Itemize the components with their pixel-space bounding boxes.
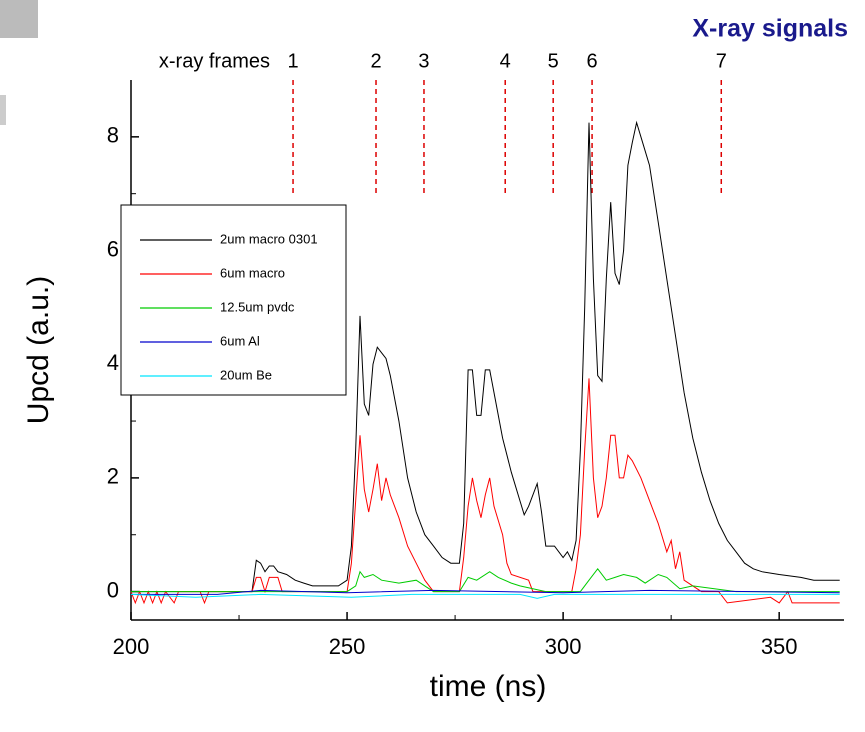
y-tick-label: 8 [107,123,119,148]
legend-label: 12.5um pvdc [220,299,295,314]
y-axis-label: Upcd (a.u.) [22,276,55,424]
series-line [131,567,840,593]
frame-label: 7 [716,50,727,72]
frame-label: 6 [587,50,598,72]
corner-image [0,95,6,125]
legend-label: 20um Be [220,367,272,382]
series-line [130,593,840,599]
frame-label: 1 [287,50,298,72]
y-tick-label: 0 [107,577,119,602]
frames-label: x-ray frames [159,50,270,72]
frame-label: 5 [548,50,559,72]
x-axis-label: time (ns) [430,670,547,703]
series-line [131,120,840,593]
x-tick-label: 350 [761,634,798,659]
frame-label: 4 [500,50,511,72]
frame-label: 3 [418,50,429,72]
legend-label: 6um Al [220,333,260,348]
y-tick-label: 2 [107,464,119,489]
chart-title: X-ray signals [692,15,848,43]
frame-label: 2 [370,50,381,72]
y-tick-label: 6 [107,236,119,261]
y-tick-label: 4 [107,350,119,375]
legend-box [120,204,347,396]
legend-label: 2um macro 0301 [220,231,318,246]
x-tick-label: 250 [329,634,366,659]
x-tick-label: 300 [545,634,582,659]
legend-label: 6um macro [220,265,285,280]
series-line [130,378,840,605]
x-tick-label: 200 [113,634,150,659]
series-line [131,589,840,595]
corner-image [0,0,38,38]
